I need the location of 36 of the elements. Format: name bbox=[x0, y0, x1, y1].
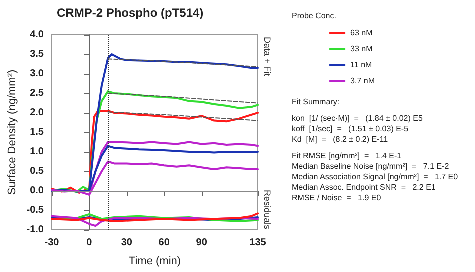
text: Fit Summary: bbox=[292, 98, 340, 106]
y-tick-label: 2.0 bbox=[30, 108, 44, 118]
text: Kd [M] = (8.2 ± 0.2) E-11 bbox=[292, 135, 389, 144]
legend-label: 33 nM bbox=[350, 44, 374, 54]
x-tick-label: 0 bbox=[86, 238, 93, 248]
y-tick-label: -0.5 bbox=[26, 205, 44, 216]
y-tick-label: 2.5 bbox=[30, 88, 44, 99]
y-tick-label: 3.0 bbox=[30, 68, 44, 80]
y-tick-label: -1.0 bbox=[26, 224, 44, 236]
text: Fit RMSE [ng/mm²] = 1.4 E-1 bbox=[292, 152, 402, 160]
y-axis-title: Surface Density (ng/mm²) bbox=[6, 70, 18, 196]
y-tick-label: 3.5 bbox=[30, 49, 44, 60]
text: Data + Fit bbox=[262, 37, 272, 77]
x-axis-title: Time (min) bbox=[128, 256, 182, 268]
chart-title: CRMP-2 Phospho (pT514) bbox=[57, 6, 204, 20]
text: Median Association Signal [ng/mm²] = 1.7 E0 bbox=[292, 172, 459, 182]
legend-title: Probe Conc. bbox=[292, 12, 336, 20]
y-tick-label: 0.5 bbox=[30, 166, 44, 177]
x-tick-label: 60 bbox=[158, 238, 170, 248]
legend-label: 3.7 nM bbox=[350, 76, 376, 86]
y-tick-label: 0.0 bbox=[30, 186, 44, 196]
legend-label: 11 nM bbox=[350, 60, 373, 70]
y-tick-label: 1.0 bbox=[30, 146, 44, 158]
text: kon [1/ (sec·M)] = (1.84 ± 0.02) E5 bbox=[292, 114, 424, 123]
x-tick-label: 135 bbox=[250, 238, 267, 248]
text: Median Baseline Noise [ng/mm²] = 7.1 E-2 bbox=[292, 162, 450, 171]
y-tick-label: 1.5 bbox=[30, 127, 44, 138]
x-tick-label: 90 bbox=[196, 238, 208, 248]
y-tick-label: 4.0 bbox=[30, 30, 44, 40]
text: koff [1/sec] = (1.51 ± 0.03) E-5 bbox=[292, 124, 410, 134]
legend-label: 63 nM bbox=[350, 28, 374, 38]
x-tick-label: 30 bbox=[121, 238, 133, 248]
text: Residuals bbox=[262, 190, 272, 230]
x-tick-label: -30 bbox=[44, 238, 60, 248]
text: Median Assoc. Endpoint SNR = 2.2 E1 bbox=[292, 183, 436, 192]
text: RMSE / Noise = 1.9 E0 bbox=[292, 194, 382, 202]
